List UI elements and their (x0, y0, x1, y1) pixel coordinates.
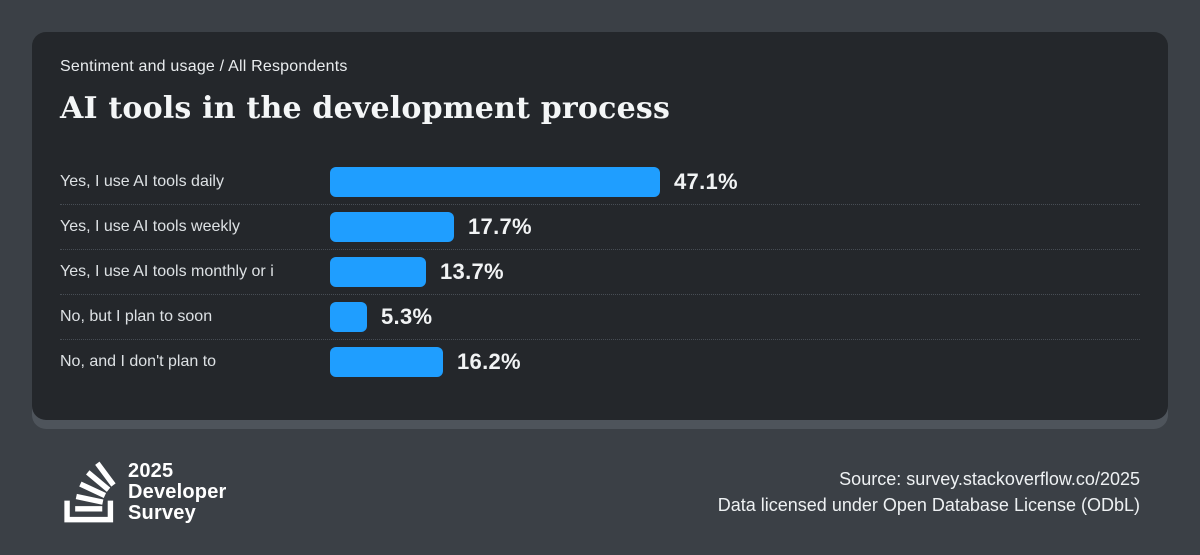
bar-value: 17.7% (468, 214, 532, 239)
row-label: Yes, I use AI tools weekly (60, 218, 330, 236)
logo-word-survey: Survey (128, 501, 196, 524)
stackoverflow-icon (64, 457, 116, 527)
license-note: Data licensed under Open Database Licens… (717, 495, 1140, 515)
bar (330, 347, 443, 377)
chart-subtitle: Sentiment and usage / All Respondents (60, 58, 348, 75)
row-label: No, and I don't plan to (60, 353, 330, 371)
footer: 2025 Developer Survey Source: survey.sta… (64, 429, 1140, 555)
source-attribution: Source: survey.stackoverflow.co/2025 Dat… (718, 466, 1140, 518)
chart-title: AI tools in the development process (60, 91, 671, 126)
source-url: Source: survey.stackoverflow.co/2025 (839, 469, 1140, 489)
bar (330, 257, 426, 287)
chart-row: No, but I plan to soon 5.3% (60, 294, 1140, 339)
logo-word-developer: Developer (128, 480, 227, 503)
bar-chart: Yes, I use AI tools daily 47.1% Yes, I use… (60, 159, 1140, 384)
bar (330, 302, 367, 332)
survey-logo: 2025 Developer Survey (64, 457, 227, 527)
chart-row: Yes, I use AI tools weekly 17.7% (60, 204, 1140, 249)
bar-value: 16.2% (457, 349, 521, 374)
row-label: Yes, I use AI tools monthly or i (60, 263, 330, 281)
chart-row: No, and I don't plan to 16.2% (60, 339, 1140, 384)
bar-value: 13.7% (440, 259, 504, 284)
survey-logo-text: 2025 Developer Survey (128, 459, 227, 524)
bar-value: 47.1% (674, 168, 738, 194)
bar-value: 5.3% (381, 304, 433, 329)
row-label: No, but I plan to soon (60, 308, 330, 326)
logo-year: 2025 (128, 459, 174, 482)
chart-row: Yes, I use AI tools monthly or i 13.7% (60, 249, 1140, 294)
bar (330, 166, 660, 197)
chart-card: Sentiment and usage / All Respondents AI… (32, 32, 1168, 420)
bar (330, 212, 454, 242)
chart-row: Yes, I use AI tools daily 47.1% (60, 159, 1140, 204)
row-label: Yes, I use AI tools daily (60, 172, 330, 191)
